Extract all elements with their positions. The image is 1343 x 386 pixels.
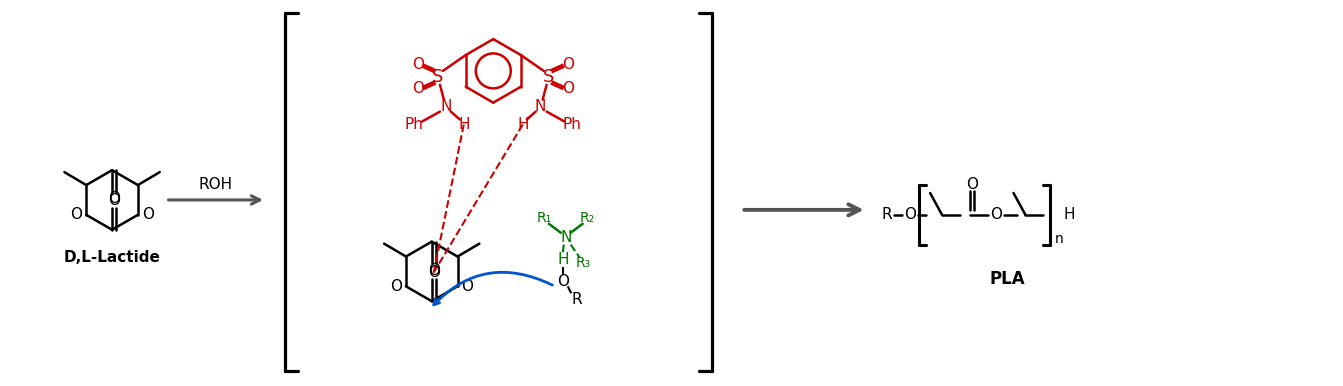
Text: H: H [1064,207,1074,222]
Text: O: O [904,207,916,222]
Text: S: S [432,68,443,86]
Text: O: O [990,207,1002,222]
Text: R₂: R₂ [580,211,595,225]
Text: O: O [412,81,424,96]
Text: S: S [543,68,555,86]
Text: ROH: ROH [199,176,232,191]
Text: N: N [441,99,451,114]
Text: O: O [462,279,474,294]
Text: O: O [563,58,575,73]
Text: O: O [563,81,575,96]
Text: O: O [107,193,120,208]
Text: O: O [142,207,154,222]
Text: Ph: Ph [404,117,423,132]
Text: O: O [966,176,978,191]
Text: O: O [427,265,439,280]
Text: H: H [517,117,529,132]
Text: H: H [458,117,470,132]
Text: R₁: R₁ [536,211,552,225]
Text: n: n [1054,232,1064,245]
Text: N: N [535,99,547,114]
Text: O: O [389,279,402,294]
Text: R₃: R₃ [576,256,591,271]
Text: R: R [881,207,892,222]
Text: O: O [107,191,120,207]
Text: O: O [412,58,424,73]
Text: PLA: PLA [990,270,1025,288]
Text: H: H [557,252,568,267]
Text: O: O [557,274,569,289]
Text: N: N [560,230,572,245]
Text: O: O [427,263,439,278]
Text: R: R [571,292,582,307]
Text: Ph: Ph [563,117,582,132]
Text: O: O [70,207,82,222]
Text: D,L-Lactide: D,L-Lactide [63,250,161,265]
